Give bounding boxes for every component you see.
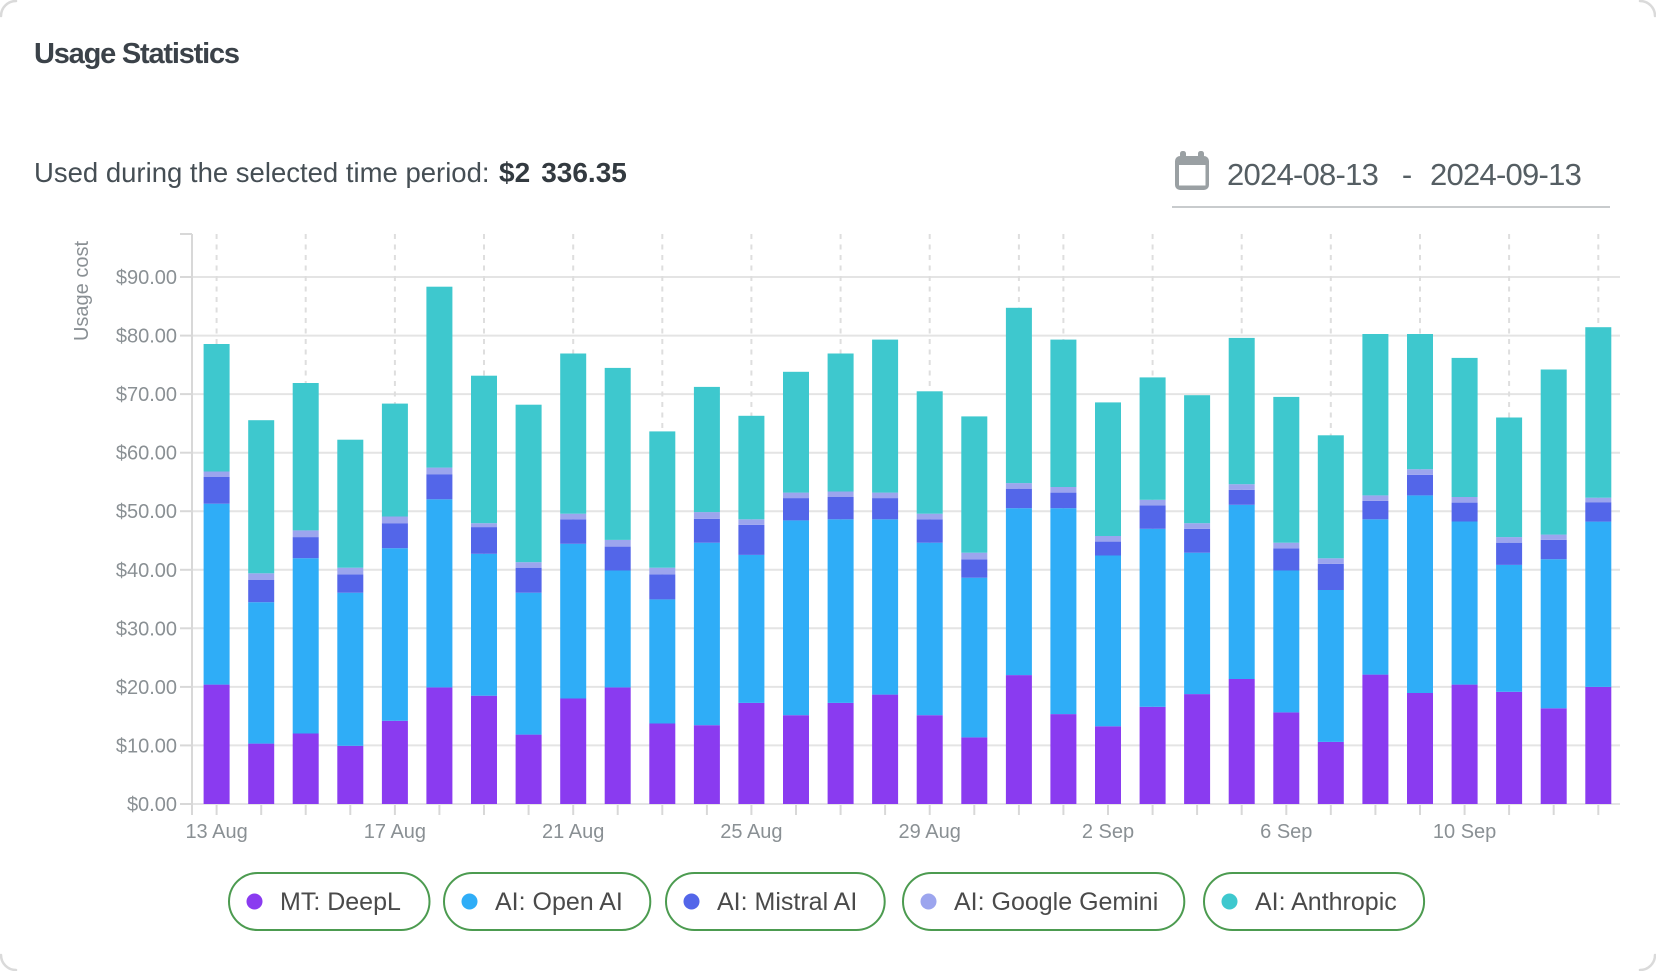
svg-text:$90.00: $90.00 [116, 267, 177, 289]
svg-text:AI: Mistral AI: AI: Mistral AI [717, 888, 857, 916]
svg-text:29 Aug: 29 Aug [899, 821, 961, 843]
svg-text:-: - [1402, 157, 1412, 192]
svg-text:AI: Open AI: AI: Open AI [495, 888, 623, 916]
svg-text:$30.00: $30.00 [116, 618, 177, 640]
svg-text:Usage cost: Usage cost [71, 241, 93, 341]
svg-text:2 Sep: 2 Sep [1082, 821, 1134, 843]
svg-text:21 Aug: 21 Aug [542, 821, 604, 843]
svg-text:$80.00: $80.00 [116, 326, 177, 348]
svg-text:$60.00: $60.00 [116, 443, 177, 465]
svg-text:AI: Google Gemini: AI: Google Gemini [954, 888, 1158, 916]
svg-text:AI: Anthropic: AI: Anthropic [1255, 888, 1397, 916]
svg-text:17 Aug: 17 Aug [364, 821, 426, 843]
svg-text:$0.00: $0.00 [127, 794, 177, 816]
svg-text:MT: DeepL: MT: DeepL [280, 888, 401, 916]
svg-text:2024-08-13: 2024-08-13 [1227, 157, 1378, 192]
svg-text:Used during the selected time: Used during the selected time period: $2 3… [34, 157, 627, 188]
svg-text:$70.00: $70.00 [116, 384, 177, 406]
svg-text:10 Sep: 10 Sep [1433, 821, 1496, 843]
svg-text:$20.00: $20.00 [116, 677, 177, 699]
svg-text:13 Aug: 13 Aug [185, 821, 247, 843]
svg-text:2024-09-13: 2024-09-13 [1430, 157, 1581, 192]
svg-text:$50.00: $50.00 [116, 501, 177, 523]
svg-text:$40.00: $40.00 [116, 560, 177, 582]
svg-text:Usage Statistics: Usage Statistics [34, 38, 239, 70]
svg-text:6 Sep: 6 Sep [1260, 821, 1312, 843]
svg-text:25 Aug: 25 Aug [720, 821, 782, 843]
svg-text:$10.00: $10.00 [116, 735, 177, 757]
